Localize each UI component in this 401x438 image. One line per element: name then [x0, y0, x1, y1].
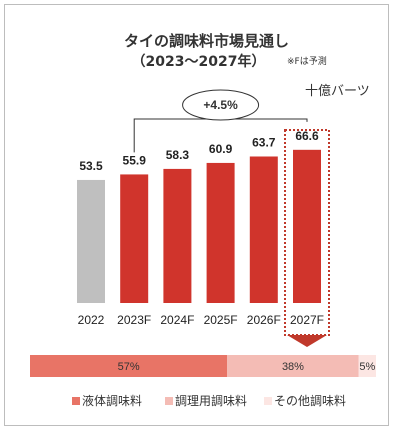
legend-label-other: その他調味料 — [274, 394, 347, 408]
value-label-2024F: 58.3 — [166, 148, 190, 162]
forecast-highlight-box — [284, 129, 330, 336]
bar-2027F — [293, 149, 321, 303]
bar-2023F — [120, 174, 149, 303]
cagr-bubble — [182, 89, 260, 121]
highlight-arrow — [287, 335, 327, 347]
share-label-0: 57% — [118, 361, 140, 373]
cagr-label: +4.5% — [203, 98, 238, 112]
bar-2022 — [77, 179, 105, 303]
chart-subtitle: （2023〜2027年） — [131, 54, 266, 70]
legend-label-liquid: 液体調味料 — [82, 394, 143, 408]
legend-item-other: その他調味料 — [264, 392, 346, 409]
legend-label-cooking: 調理用調味料 — [175, 394, 248, 408]
chart-title: タイの調味料市場見通し — [123, 32, 289, 50]
tick-label-2027F: 2027F — [290, 313, 324, 327]
bar-2025F — [206, 162, 235, 303]
value-label-2022: 53.5 — [79, 159, 103, 173]
unit-label: 十億バーツ — [305, 84, 370, 99]
value-label-2023F: 55.9 — [123, 153, 147, 167]
share-segment-0 — [30, 355, 228, 377]
tick-label-2024F: 2024F — [160, 313, 194, 327]
tick-label-2026F: 2026F — [247, 313, 281, 327]
tick-label-2022: 2022 — [78, 313, 105, 327]
legend-item-liquid: 液体調味料 — [72, 392, 142, 409]
value-label-2026F: 63.7 — [252, 135, 276, 149]
legend-item-cooking: 調理用調味料 — [165, 392, 247, 409]
tick-label-2025F: 2025F — [204, 313, 238, 327]
share-segment-2 — [358, 355, 376, 377]
legend-swatch-cooking — [165, 396, 173, 405]
legend-swatch-other — [264, 396, 272, 405]
value-label-2027F: 66.6 — [295, 129, 319, 143]
share-label-1: 38% — [282, 361, 304, 373]
share-label-2: 5% — [359, 361, 375, 373]
value-label-2025F: 60.9 — [209, 142, 233, 156]
share-segment-1 — [227, 355, 359, 377]
bar-2024F — [163, 168, 192, 303]
bar-2026F — [249, 156, 278, 303]
forecast-note: ※Fは予測 — [287, 57, 327, 67]
tick-label-2023F: 2023F — [117, 313, 151, 327]
legend-swatch-liquid — [72, 396, 80, 405]
